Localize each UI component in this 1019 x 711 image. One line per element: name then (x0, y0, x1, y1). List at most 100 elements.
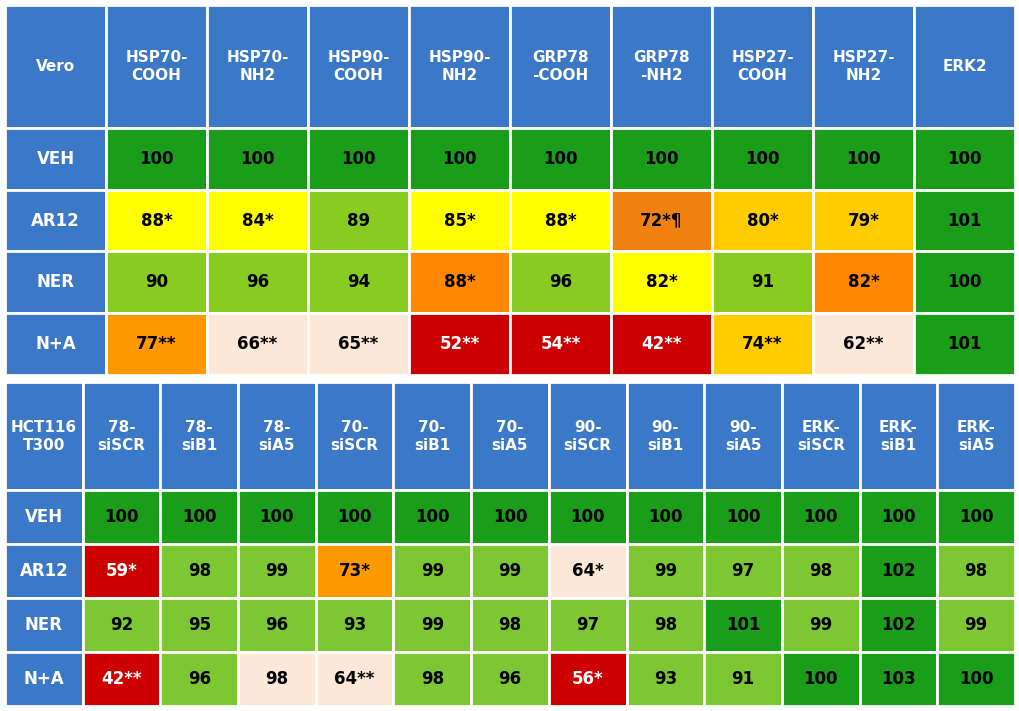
FancyBboxPatch shape (703, 383, 782, 491)
Text: 70-
siB1: 70- siB1 (414, 419, 450, 453)
FancyBboxPatch shape (393, 598, 471, 652)
FancyBboxPatch shape (859, 383, 936, 491)
FancyBboxPatch shape (106, 5, 207, 128)
FancyBboxPatch shape (510, 313, 610, 375)
FancyBboxPatch shape (316, 383, 393, 491)
FancyBboxPatch shape (859, 544, 936, 598)
FancyBboxPatch shape (207, 5, 308, 128)
FancyBboxPatch shape (5, 491, 83, 544)
Text: 100: 100 (647, 508, 682, 526)
FancyBboxPatch shape (471, 491, 548, 544)
Text: 100: 100 (341, 150, 375, 168)
FancyBboxPatch shape (393, 491, 471, 544)
Text: ERK2: ERK2 (942, 59, 985, 74)
Text: HSP70-
COOH: HSP70- COOH (125, 50, 187, 83)
FancyBboxPatch shape (308, 128, 409, 190)
Text: 93: 93 (342, 616, 366, 634)
FancyBboxPatch shape (207, 252, 308, 313)
FancyBboxPatch shape (812, 128, 913, 190)
FancyBboxPatch shape (409, 128, 510, 190)
FancyBboxPatch shape (106, 252, 207, 313)
FancyBboxPatch shape (610, 190, 711, 252)
Text: 100: 100 (543, 150, 577, 168)
Text: 73*: 73* (338, 562, 370, 580)
FancyBboxPatch shape (711, 313, 812, 375)
FancyBboxPatch shape (510, 5, 610, 128)
FancyBboxPatch shape (471, 598, 548, 652)
Text: 62**: 62** (843, 335, 882, 353)
Text: 42**: 42** (101, 670, 142, 688)
FancyBboxPatch shape (711, 252, 812, 313)
FancyBboxPatch shape (548, 491, 626, 544)
Text: 100: 100 (803, 508, 838, 526)
FancyBboxPatch shape (703, 598, 782, 652)
FancyBboxPatch shape (936, 544, 1014, 598)
Text: 100: 100 (337, 508, 372, 526)
Text: 96: 96 (187, 670, 211, 688)
FancyBboxPatch shape (510, 128, 610, 190)
Text: 100: 100 (880, 508, 915, 526)
FancyBboxPatch shape (409, 190, 510, 252)
Text: 66**: 66** (237, 335, 277, 353)
Text: 98: 98 (498, 616, 521, 634)
Text: 98: 98 (420, 670, 443, 688)
FancyBboxPatch shape (548, 598, 626, 652)
FancyBboxPatch shape (936, 652, 1014, 706)
Text: 98: 98 (187, 562, 211, 580)
FancyBboxPatch shape (237, 491, 316, 544)
FancyBboxPatch shape (610, 252, 711, 313)
Text: 70-
siA5: 70- siA5 (491, 419, 528, 453)
Text: 102: 102 (880, 562, 915, 580)
Text: 100: 100 (570, 508, 604, 526)
Text: 79*: 79* (847, 212, 878, 230)
FancyBboxPatch shape (316, 491, 393, 544)
Text: 98: 98 (808, 562, 832, 580)
FancyBboxPatch shape (207, 128, 308, 190)
FancyBboxPatch shape (812, 252, 913, 313)
Text: 90-
siA5: 90- siA5 (725, 419, 760, 453)
Text: AR12: AR12 (19, 562, 68, 580)
Text: 96: 96 (498, 670, 521, 688)
FancyBboxPatch shape (471, 383, 548, 491)
Text: 100: 100 (415, 508, 449, 526)
FancyBboxPatch shape (237, 598, 316, 652)
Text: 96: 96 (548, 273, 572, 292)
Text: GRP78
-COOH: GRP78 -COOH (532, 50, 588, 83)
Text: 100: 100 (846, 150, 879, 168)
FancyBboxPatch shape (83, 598, 160, 652)
Text: ERK-
siB1: ERK- siB1 (878, 419, 917, 453)
Text: AR12: AR12 (32, 212, 79, 230)
Text: 100: 100 (745, 150, 779, 168)
Text: 94: 94 (346, 273, 370, 292)
FancyBboxPatch shape (913, 128, 1014, 190)
FancyBboxPatch shape (782, 491, 859, 544)
FancyBboxPatch shape (782, 598, 859, 652)
FancyBboxPatch shape (160, 491, 237, 544)
Text: 42**: 42** (641, 335, 681, 353)
Text: 96: 96 (246, 273, 269, 292)
FancyBboxPatch shape (308, 313, 409, 375)
Text: HSP70-
NH2: HSP70- NH2 (226, 50, 288, 83)
Text: 85*: 85* (443, 212, 475, 230)
Text: 54**: 54** (540, 335, 580, 353)
FancyBboxPatch shape (859, 491, 936, 544)
FancyBboxPatch shape (626, 544, 703, 598)
FancyBboxPatch shape (83, 383, 160, 491)
Text: 90: 90 (145, 273, 168, 292)
FancyBboxPatch shape (5, 252, 106, 313)
Text: 92: 92 (110, 616, 133, 634)
FancyBboxPatch shape (393, 544, 471, 598)
FancyBboxPatch shape (703, 544, 782, 598)
Text: HCT116
T300: HCT116 T300 (11, 419, 76, 453)
FancyBboxPatch shape (510, 190, 610, 252)
Text: 78-
siB1: 78- siB1 (181, 419, 217, 453)
Text: 100: 100 (958, 670, 993, 688)
Text: HSP90-
COOH: HSP90- COOH (327, 50, 389, 83)
FancyBboxPatch shape (812, 190, 913, 252)
FancyBboxPatch shape (83, 652, 160, 706)
Text: 99: 99 (653, 562, 677, 580)
FancyBboxPatch shape (83, 544, 160, 598)
Text: 82*: 82* (847, 273, 878, 292)
Text: 100: 100 (492, 508, 527, 526)
FancyBboxPatch shape (393, 383, 471, 491)
